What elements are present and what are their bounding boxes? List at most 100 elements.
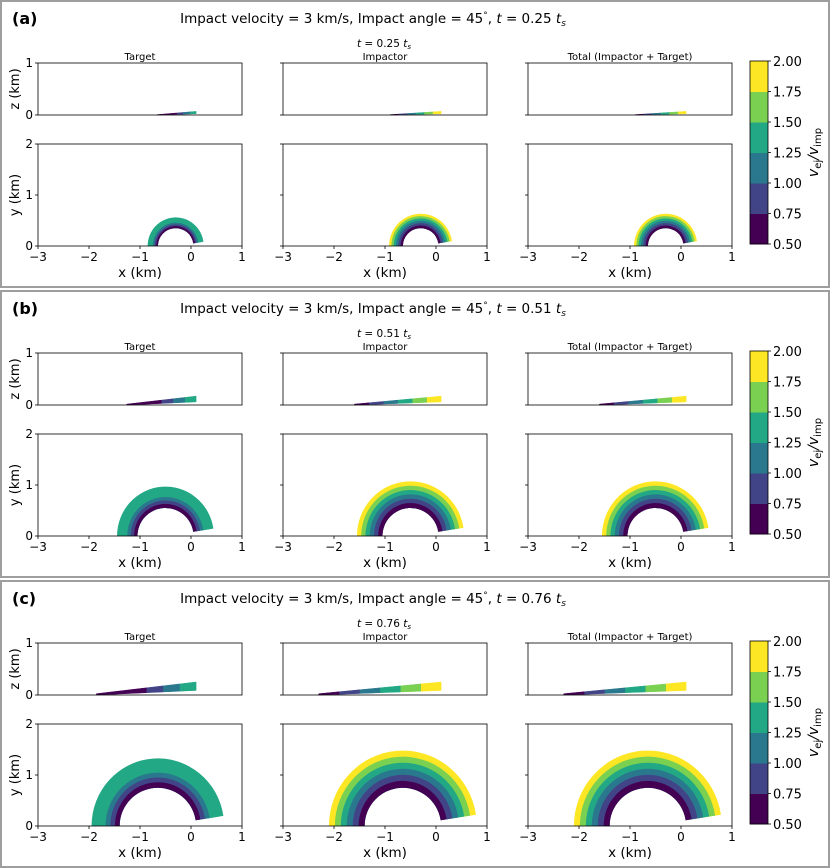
x-tick-label: 0 [187,250,195,264]
colorbar-segment [750,442,768,474]
time-ts-sub: s [407,43,411,51]
x-tick-label: −3 [29,540,47,554]
top-ejecta-band [352,774,453,826]
top-view-plot [328,750,476,826]
top-ejecta-band [373,498,447,536]
title-degree: ° [483,301,488,311]
top-ejecta-band [645,225,686,246]
colorbar: 2.00 1.75 1.50 1.25 1.00 0.75 0.50 vej/vimp [749,345,824,543]
side-ejecta-band [145,685,164,693]
y-tick-label: 2 [25,137,33,151]
time-ts: t [403,328,408,340]
y-axis-label: y (km) [8,174,23,216]
colorbar-tick-label: 2.00 [773,345,802,360]
y-tick-label: 1 [25,768,33,782]
x-tick-label: −2 [570,830,588,844]
column-title: Target [124,52,156,63]
column-title: Target [124,632,156,643]
colorbar-segment [750,213,768,245]
x-tick-label: 0 [432,250,440,264]
x-axis-label: x (km) [118,265,162,281]
panel-block: (c) Impact velocity = 3 km/s, Impact angl… [0,580,830,868]
top-ejecta-band [591,768,704,826]
colorbar-segment [750,122,768,153]
side-ejecta-band [138,401,151,405]
x-tick-label: 1 [728,830,736,844]
top-view-axes [282,143,488,247]
side-view-axes [282,642,488,696]
side-ejecta-band [624,685,646,693]
top-view-axes [527,143,733,247]
colorbar-segment [750,381,768,413]
x-tick-label: −1 [131,250,149,264]
y-tick-label: 1 [25,188,33,202]
colorbar-tick-label: 0.75 [773,498,802,513]
x-tick-label: −3 [274,830,292,844]
x-tick-label: −3 [519,830,537,844]
title-sep: , [488,301,497,317]
z-axis-label: z (km) [8,68,23,109]
x-tick-label: 1 [238,250,246,264]
colorbar-label: vej/vimp [806,128,824,177]
x-axis-label: x (km) [363,265,407,281]
panel-title: Impact velocity = 3 km/s, Impact angle =… [180,11,566,29]
colorbar-label-v: v [806,748,822,757]
side-ejecta-band [420,681,442,692]
colorbar-tick-label: 1.00 [773,177,802,192]
side-ejecta-band [162,683,180,693]
x-tick-label: −1 [131,540,149,554]
title-sep: , [488,11,497,27]
top-view-plot [634,213,697,246]
colorbar: 2.00 1.75 1.50 1.25 1.00 0.75 0.50 vej/vimp [749,635,824,833]
top-ejecta-band [156,226,196,246]
side-ejecta-band [656,397,672,404]
x-tick-label: −1 [131,830,149,844]
title-degree: ° [483,591,488,601]
colorbar-segment [750,351,768,382]
x-axis-label: x (km) [608,845,652,861]
z-tick-label: 1 [25,636,33,650]
colorbar-label-sub-imp: imp [813,418,824,437]
side-ejecta-band [406,112,416,115]
x-tick-label: −2 [80,250,98,264]
side-ejecta-band [172,397,185,404]
colorbar-segment [750,702,768,733]
side-ejecta-band [411,397,427,404]
colorbar-tick-label: 0.75 [773,208,802,223]
x-tick-label: 0 [187,540,195,554]
y-tick-label: 0 [25,529,33,543]
side-view-plot [156,111,197,116]
z-tick-label: 1 [25,346,33,360]
side-view-plot [634,111,687,116]
side-ejecta-band [628,399,643,405]
column-title: Target [124,342,156,353]
side-ejecta-band [359,687,381,694]
colorbar-tick-label: 0.50 [773,818,802,833]
colorbar-label-sub-ej: ej [813,160,824,169]
x-tick-label: −1 [621,540,639,554]
side-ejecta-band [149,399,162,405]
top-ejecta-band [400,225,441,246]
title-t: t [496,591,502,607]
side-ejecta-band [645,683,666,693]
side-ejecta-band [671,395,687,403]
x-axis-label: x (km) [608,265,652,281]
colorbar-tick-label: 1.50 [773,116,802,131]
colorbar: 2.00 1.75 1.50 1.25 1.00 0.75 0.50 vej/vimp [749,55,824,253]
column-title: Impactor [363,342,409,353]
top-ejecta-band [603,780,692,826]
side-view-axes [527,642,733,696]
side-ejecta-band [642,398,658,404]
x-tick-label: 1 [728,540,736,554]
colorbar-label-sub-ej: ej [813,450,824,459]
title-ts: t [556,591,562,607]
top-ejecta-band [114,782,201,826]
x-tick-label: 1 [483,540,491,554]
title-ts-sub: s [561,599,566,609]
side-ejecta-band [415,112,425,115]
side-view-axes [282,62,488,116]
colorbar-segment [750,671,768,703]
side-view-axes [37,62,243,116]
colorbar-tick-label: 0.50 [773,528,802,543]
title-sep: , [488,591,497,607]
